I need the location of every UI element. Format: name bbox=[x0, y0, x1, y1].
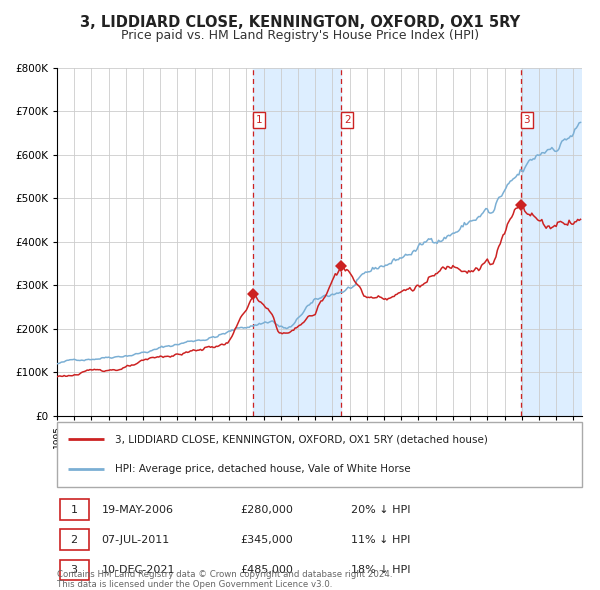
Bar bbox=[253, 68, 341, 416]
Text: 1: 1 bbox=[71, 504, 77, 514]
Text: 3, LIDDIARD CLOSE, KENNINGTON, OXFORD, OX1 5RY (detached house): 3, LIDDIARD CLOSE, KENNINGTON, OXFORD, O… bbox=[115, 434, 488, 444]
Text: 2: 2 bbox=[71, 535, 77, 545]
Text: Price paid vs. HM Land Registry's House Price Index (HPI): Price paid vs. HM Land Registry's House … bbox=[121, 30, 479, 42]
Text: 1: 1 bbox=[256, 115, 262, 125]
Bar bbox=[521, 68, 582, 416]
Bar bbox=[59, 529, 89, 550]
Text: £345,000: £345,000 bbox=[241, 535, 293, 545]
Text: 2: 2 bbox=[344, 115, 350, 125]
Text: 3: 3 bbox=[523, 115, 530, 125]
Text: 18% ↓ HPI: 18% ↓ HPI bbox=[351, 565, 410, 575]
Bar bbox=[59, 560, 89, 581]
Text: 10-DEC-2021: 10-DEC-2021 bbox=[101, 565, 175, 575]
Text: HPI: Average price, detached house, Vale of White Horse: HPI: Average price, detached house, Vale… bbox=[115, 464, 410, 474]
Text: 19-MAY-2006: 19-MAY-2006 bbox=[101, 504, 173, 514]
Text: Contains HM Land Registry data © Crown copyright and database right 2024.
This d: Contains HM Land Registry data © Crown c… bbox=[57, 570, 392, 589]
Text: 3: 3 bbox=[71, 565, 77, 575]
Text: £485,000: £485,000 bbox=[241, 565, 293, 575]
Text: 3, LIDDIARD CLOSE, KENNINGTON, OXFORD, OX1 5RY: 3, LIDDIARD CLOSE, KENNINGTON, OXFORD, O… bbox=[80, 15, 520, 30]
Text: 07-JUL-2011: 07-JUL-2011 bbox=[101, 535, 170, 545]
Text: £280,000: £280,000 bbox=[241, 504, 293, 514]
Bar bbox=[59, 499, 89, 520]
Text: 11% ↓ HPI: 11% ↓ HPI bbox=[351, 535, 410, 545]
Text: 20% ↓ HPI: 20% ↓ HPI bbox=[351, 504, 410, 514]
